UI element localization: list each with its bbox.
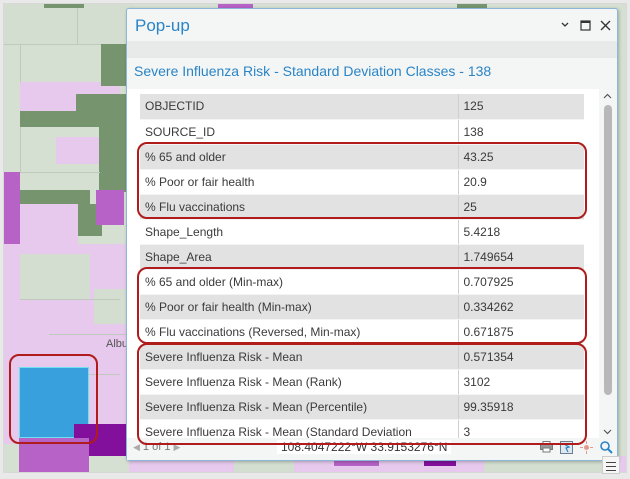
scroll-down-icon[interactable]: [603, 427, 612, 437]
attribute-table: OBJECTID 125 SOURCE_ID 138 % 65 and older 4…: [140, 94, 584, 441]
field-value: 3102: [457, 369, 584, 395]
table-row: % Poor or fair health (Min-max) 0.334262: [140, 294, 584, 320]
next-feature-icon[interactable]: ▶: [173, 441, 181, 452]
field-name: Severe Influenza Risk - Mean (Rank): [140, 369, 458, 395]
popup-toolbar-band: [127, 41, 617, 58]
field-value: 138: [457, 119, 584, 145]
close-icon[interactable]: [597, 17, 613, 33]
field-name: Shape_Length: [140, 219, 458, 245]
field-name: % 65 and older (Min-max): [140, 269, 458, 295]
field-value: 99.35918: [457, 394, 584, 420]
table-row: % Poor or fair health 20.9: [140, 169, 584, 195]
previous-feature-icon[interactable]: ◀: [133, 441, 140, 452]
table-row: % Flu vaccinations (Reversed, Min-max) 0.…: [140, 319, 584, 345]
dropdown-chevron-icon[interactable]: [557, 17, 573, 33]
field-value: 43.25: [457, 144, 584, 170]
field-name: % Poor or fair health (Min-max): [140, 294, 458, 320]
table-row: Severe Influenza Risk - Mean (Rank) 3102: [140, 369, 584, 395]
field-name: % Flu vaccinations (Reversed, Min-max): [140, 319, 458, 345]
field-name: % Poor or fair health: [140, 169, 458, 195]
field-value: 3: [457, 419, 584, 441]
vertical-scrollbar[interactable]: [599, 89, 617, 441]
field-name: Severe Influenza Risk - Mean (Standard D…: [140, 419, 458, 441]
scroll-up-icon[interactable]: [603, 91, 612, 101]
popup-window: Pop-up Severe Influenza Risk - Standard …: [126, 8, 618, 461]
field-value: 20.9: [457, 169, 584, 195]
feature-title: Severe Influenza Risk - Standard Deviati…: [134, 63, 492, 79]
field-value: 0.671875: [457, 319, 584, 345]
field-value: 5.4218: [457, 219, 584, 245]
field-value: 0.334262: [457, 294, 584, 320]
table-row: SOURCE_ID 138: [140, 119, 584, 145]
map-city-label: Albu: [106, 338, 129, 350]
field-name: % 65 and older: [140, 144, 458, 170]
field-value: 0.571354: [457, 344, 584, 370]
table-row: Severe Influenza Risk - Mean 0.571354: [140, 344, 584, 370]
table-row: % Flu vaccinations 25: [140, 194, 584, 220]
field-name: Severe Influenza Risk - Mean: [140, 344, 458, 370]
field-value: 125: [457, 94, 584, 120]
field-value: 0.707925: [457, 269, 584, 295]
table-row: OBJECTID 125: [140, 94, 584, 120]
table-row: Severe Influenza Risk - Mean (Standard D…: [140, 419, 584, 441]
field-name: % Flu vaccinations: [140, 194, 458, 220]
table-row: Shape_Area 1.749654: [140, 244, 584, 270]
table-row: % 65 and older (Min-max) 0.707925: [140, 269, 584, 295]
field-name: Severe Influenza Risk - Mean (Percentile…: [140, 394, 458, 420]
maximize-icon[interactable]: [577, 17, 593, 33]
field-name: SOURCE_ID: [140, 119, 458, 145]
popup-window-title: Pop-up: [135, 16, 190, 35]
table-row: Severe Influenza Risk - Mean (Percentile…: [140, 394, 584, 420]
scroll-thumb[interactable]: [604, 105, 612, 395]
menu-icon[interactable]: [602, 456, 620, 474]
annotation-callout-risk-scores: [137, 343, 587, 445]
flash-feature-icon[interactable]: [579, 440, 593, 454]
field-name: Shape_Area: [140, 244, 458, 270]
table-row: Shape_Length 5.4218: [140, 219, 584, 245]
annotation-callout-selected: [9, 354, 98, 444]
table-row: % 65 and older 43.25: [140, 144, 584, 170]
field-value: 1.749654: [457, 244, 584, 270]
field-name: OBJECTID: [140, 94, 458, 120]
annotation-callout-raw-indicators: [137, 142, 587, 219]
annotation-callout-minmax-indicators: [137, 267, 587, 344]
popup-titlebar[interactable]: Pop-up: [127, 9, 617, 41]
search-icon[interactable]: [599, 440, 613, 454]
attribute-panel: OBJECTID 125 SOURCE_ID 138 % 65 and older 4…: [127, 89, 617, 441]
